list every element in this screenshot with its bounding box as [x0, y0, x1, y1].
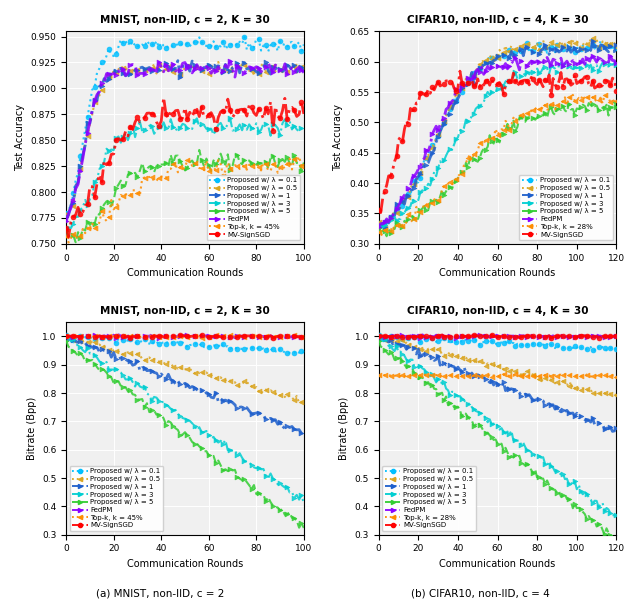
Legend: Proposed w/ λ = 0.1, Proposed w/ λ = 0.5, Proposed w/ λ = 1, Proposed w/ λ = 3, : Proposed w/ λ = 0.1, Proposed w/ λ = 0.5…: [70, 465, 163, 531]
X-axis label: Communication Rounds: Communication Rounds: [127, 559, 243, 569]
Y-axis label: Test Accuracy: Test Accuracy: [15, 104, 25, 171]
Legend: Proposed w/ λ = 0.1, Proposed w/ λ = 0.5, Proposed w/ λ = 1, Proposed w/ λ = 3, : Proposed w/ λ = 0.1, Proposed w/ λ = 0.5…: [519, 175, 613, 240]
Text: (a) MNIST, non-IID, c = 2: (a) MNIST, non-IID, c = 2: [96, 588, 224, 598]
Title: MNIST, non-IID, c = 2, K = 30: MNIST, non-IID, c = 2, K = 30: [100, 15, 270, 25]
X-axis label: Communication Rounds: Communication Rounds: [127, 268, 243, 278]
Text: (b) CIFAR10, non-IID, c = 4: (b) CIFAR10, non-IID, c = 4: [411, 588, 549, 598]
Title: MNIST, non-IID, c = 2, K = 30: MNIST, non-IID, c = 2, K = 30: [100, 306, 270, 316]
Y-axis label: Bitrate (Bpp): Bitrate (Bpp): [339, 397, 349, 460]
X-axis label: Communication Rounds: Communication Rounds: [440, 268, 556, 278]
Title: CIFAR10, non-IID, c = 4, K = 30: CIFAR10, non-IID, c = 4, K = 30: [407, 306, 588, 316]
Legend: Proposed w/ λ = 0.1, Proposed w/ λ = 0.5, Proposed w/ λ = 1, Proposed w/ λ = 3, : Proposed w/ λ = 0.1, Proposed w/ λ = 0.5…: [207, 175, 300, 240]
X-axis label: Communication Rounds: Communication Rounds: [440, 559, 556, 569]
Y-axis label: Test Accuracy: Test Accuracy: [333, 104, 343, 171]
Y-axis label: Bitrate (Bpp): Bitrate (Bpp): [26, 397, 36, 460]
Legend: Proposed w/ λ = 0.1, Proposed w/ λ = 0.5, Proposed w/ λ = 1, Proposed w/ λ = 3, : Proposed w/ λ = 0.1, Proposed w/ λ = 0.5…: [382, 465, 476, 531]
Title: CIFAR10, non-IID, c = 4, K = 30: CIFAR10, non-IID, c = 4, K = 30: [407, 15, 588, 25]
